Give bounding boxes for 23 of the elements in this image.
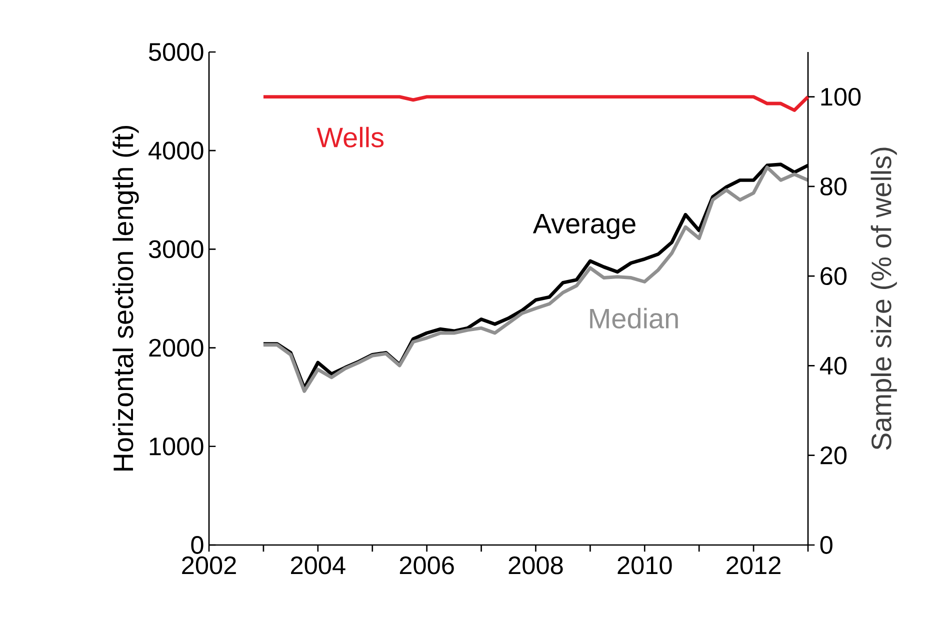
x-tick-label: 2002	[182, 556, 236, 574]
y2-tick-label: 60	[820, 267, 847, 286]
y-tick-label: 3000	[148, 240, 204, 258]
y-axis-title: Horizontal section length (ft)	[112, 126, 139, 470]
series-label: Average	[532, 214, 636, 240]
x-tick-label: 2006	[400, 556, 454, 574]
y2-tick-label: 100	[821, 88, 861, 106]
y-tick-label: 2000	[149, 338, 204, 357]
series-label: Wells	[316, 126, 384, 148]
y2-tick-label: 80	[820, 177, 847, 196]
y-tick-label: 1000	[150, 437, 204, 456]
x-tick-label: 2008	[508, 556, 563, 574]
y-tick-label: 4000	[148, 142, 204, 160]
series-label: Median	[590, 308, 678, 328]
x-tick-label: 2012	[726, 556, 780, 574]
y-tick-label: 5000	[148, 43, 204, 61]
y2-tick-label: 40	[820, 356, 847, 375]
y-tick-label: 0	[191, 536, 204, 554]
y2-tick-label: 20	[820, 446, 847, 464]
y2-tick-label: 0	[820, 536, 832, 554]
x-tick-label: 2004	[291, 556, 346, 574]
y2-axis-title: Sample size (% of wells)	[870, 148, 897, 450]
x-tick-label: 2010	[618, 556, 672, 574]
